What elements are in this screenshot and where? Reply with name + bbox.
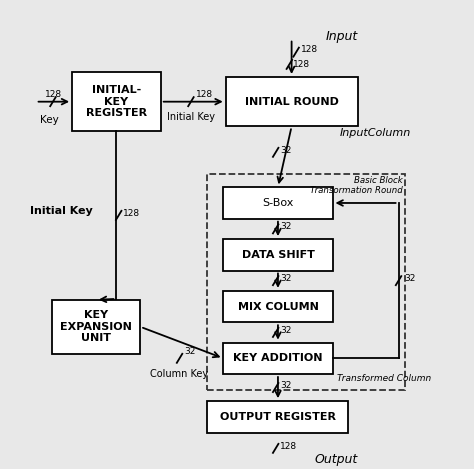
- Text: InputColumn: InputColumn: [339, 128, 410, 138]
- Text: OUTPUT REGISTER: OUTPUT REGISTER: [220, 412, 336, 422]
- Text: 32: 32: [280, 145, 292, 155]
- Bar: [72, 72, 161, 131]
- Bar: [226, 77, 357, 127]
- Text: 128: 128: [123, 209, 140, 218]
- Bar: [52, 300, 140, 354]
- Text: 32: 32: [280, 222, 292, 231]
- Bar: [223, 239, 333, 271]
- Text: Output: Output: [314, 453, 357, 466]
- Text: Key: Key: [40, 115, 59, 125]
- Text: 32: 32: [280, 274, 292, 283]
- Bar: [223, 342, 333, 374]
- Text: Column Key: Column Key: [150, 369, 209, 379]
- Bar: [223, 187, 333, 219]
- Text: Basic Block
Transormation Round: Basic Block Transormation Round: [310, 176, 403, 196]
- Text: Initial Key: Initial Key: [167, 113, 215, 122]
- Text: 32: 32: [280, 381, 292, 390]
- Text: Input: Input: [326, 30, 358, 43]
- Text: 128: 128: [293, 60, 310, 69]
- Text: INITIAL ROUND: INITIAL ROUND: [245, 97, 338, 106]
- Bar: [208, 401, 348, 432]
- Text: DATA SHIFT: DATA SHIFT: [242, 250, 314, 260]
- Text: 32: 32: [184, 347, 195, 356]
- Text: 128: 128: [280, 442, 297, 451]
- Text: 32: 32: [404, 274, 415, 283]
- Bar: [208, 174, 405, 390]
- Text: KEY ADDITION: KEY ADDITION: [233, 353, 323, 363]
- Text: S-Box: S-Box: [262, 198, 293, 208]
- Bar: [223, 291, 333, 322]
- Text: 128: 128: [301, 45, 318, 54]
- Text: KEY
EXPANSION
UNIT: KEY EXPANSION UNIT: [60, 310, 132, 343]
- Text: 128: 128: [195, 91, 213, 99]
- Text: 32: 32: [280, 325, 292, 335]
- Text: 128: 128: [46, 90, 63, 99]
- Text: INITIAL-
KEY
REGISTER: INITIAL- KEY REGISTER: [86, 85, 147, 118]
- Text: Initial Key: Initial Key: [30, 206, 93, 216]
- Text: Transformed Column: Transformed Column: [337, 374, 431, 383]
- Text: MIX COLUMN: MIX COLUMN: [237, 302, 319, 311]
